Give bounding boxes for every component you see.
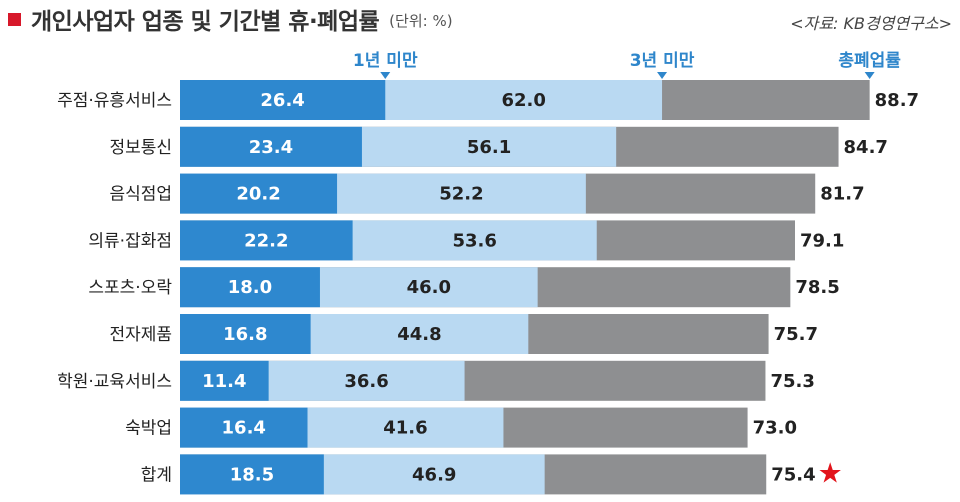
value-label-under-3yr: 44.8 [397, 324, 441, 345]
bar-under-1yr [180, 454, 324, 495]
category-label: 음식점업 [109, 185, 172, 205]
value-label-under-3yr: 52.2 [439, 184, 483, 205]
value-label-under-1yr: 18.5 [230, 464, 274, 485]
value-label-under-3yr: 36.6 [344, 371, 388, 392]
legend-label-1: 1년 미만 [353, 51, 418, 71]
value-label-total: 75.3 [770, 371, 814, 392]
value-label-total: 75.4 [771, 464, 815, 485]
value-label-under-3yr: 41.6 [383, 418, 427, 439]
value-label-total: 84.7 [844, 137, 888, 158]
bar-under-1yr [180, 220, 353, 261]
legend-label-3: 총폐업률 [838, 51, 901, 71]
category-label: 숙박업 [125, 419, 172, 439]
value-label-total: 78.5 [795, 277, 839, 298]
chart-title-block: 개인사업자 업종 및 기간별 휴·폐업률 (단위: %) [8, 2, 453, 36]
bar-under-1yr [180, 173, 338, 214]
title-square-icon [8, 12, 21, 26]
chart-title: 개인사업자 업종 및 기간별 휴·폐업률 [31, 9, 380, 35]
legend-pointer-icon [864, 72, 875, 79]
value-label-total: 88.7 [875, 90, 919, 111]
category-label: 합계 [141, 465, 172, 485]
value-label-total: 75.7 [774, 324, 818, 345]
value-label-under-1yr: 16.8 [223, 324, 267, 345]
unit-label: (단위: %) [389, 12, 453, 30]
value-label-under-1yr: 16.4 [222, 418, 266, 439]
value-label-under-1yr: 22.2 [244, 230, 288, 251]
value-label-under-3yr: 46.9 [412, 464, 456, 485]
category-label: 의류·잡화점 [88, 231, 172, 251]
value-label-under-1yr: 20.2 [236, 184, 280, 205]
legend-label-2: 3년 미만 [630, 51, 695, 71]
category-label: 정보통신 [109, 138, 172, 158]
value-label-total: 73.0 [753, 418, 797, 439]
category-label: 전자제품 [109, 325, 172, 345]
bar-under-1yr [180, 407, 308, 448]
value-label-under-1yr: 26.4 [260, 90, 304, 111]
value-label-under-1yr: 18.0 [228, 277, 272, 298]
bar-under-1yr [180, 267, 320, 308]
legend-pointer-icon [380, 72, 391, 79]
value-label-under-3yr: 53.6 [452, 230, 496, 251]
category-label: 학원·교육서비스 [57, 372, 172, 392]
bar-under-1yr [180, 80, 386, 120]
bar-under-1yr [180, 314, 311, 354]
category-label: 주점·유흥서비스 [57, 91, 172, 111]
legend-pointer-icon [657, 72, 668, 79]
value-label-under-1yr: 11.4 [202, 371, 246, 392]
star-icon: ★ [818, 456, 843, 489]
value-label-total: 81.7 [820, 184, 864, 205]
bar-under-1yr [180, 126, 362, 167]
category-label: 스포츠·오락 [88, 278, 172, 298]
value-label-under-3yr: 56.1 [467, 137, 511, 158]
value-label-total: 79.1 [800, 230, 844, 251]
value-label-under-3yr: 46.0 [407, 277, 451, 298]
source-label: <자료: KB경영연구소> [790, 14, 952, 33]
value-label-under-1yr: 23.4 [249, 137, 293, 158]
bar-under-1yr [180, 360, 269, 401]
value-label-under-3yr: 62.0 [501, 90, 545, 111]
